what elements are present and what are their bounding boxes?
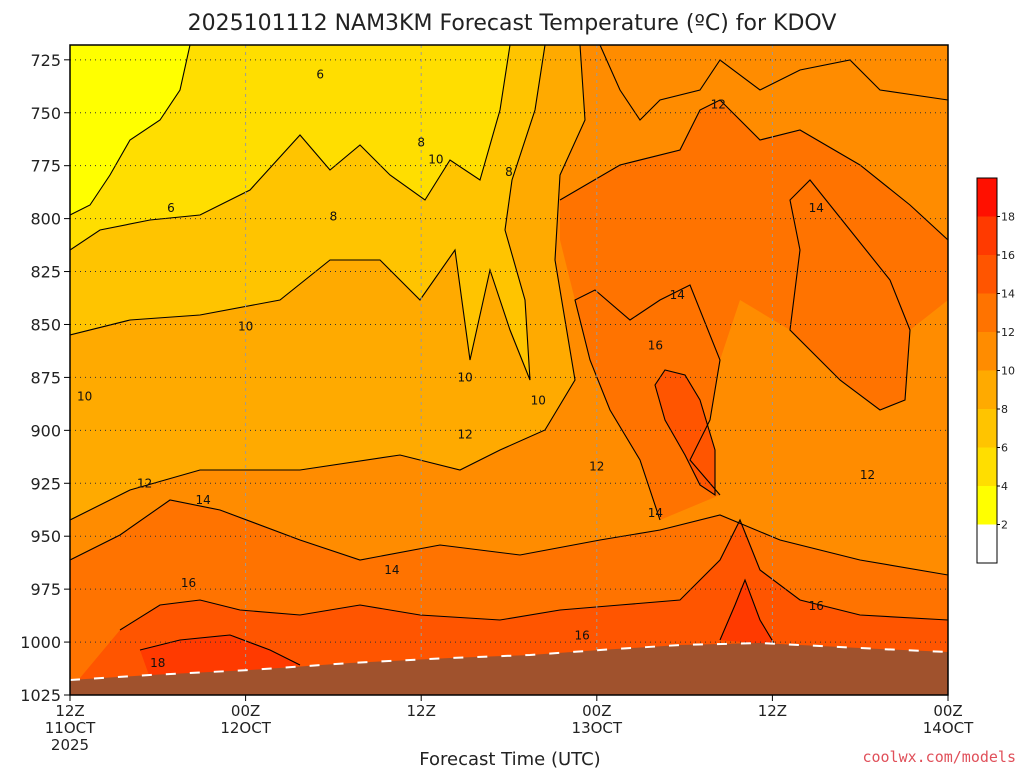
colorbar-swatch [977,216,997,255]
contour-label: 12 [137,476,152,490]
x-axis-label: Forecast Time (UTC) [419,749,600,768]
contour-label: 14 [648,506,663,520]
contour-line [574,284,721,521]
colorbar-label: 16 [1001,249,1015,262]
y-tick-label: 950 [30,527,61,546]
contour-label: 10 [238,320,253,334]
contour-line [654,369,716,497]
contour-label: 16 [648,339,663,353]
contour-label: 8 [417,135,425,149]
y-tick-label: 825 [30,263,61,282]
ground-surface [70,643,948,695]
contour-label: 16 [181,576,196,590]
colorbar-label: 10 [1001,365,1015,378]
colorbar-swatch [977,486,997,525]
contour-line [789,179,911,411]
band-18-plus-low [720,580,775,645]
colorbar-label: 14 [1001,288,1015,301]
contour-labels: 6688810101010101212121212141414141416161… [77,68,875,671]
contour-label: 12 [457,428,472,442]
contour-label: 6 [167,201,175,215]
contour-label: 14 [384,563,399,577]
x-tick-label: 12Z [407,702,436,720]
contour-label: 10 [457,370,472,384]
contour-line [70,45,546,381]
y-tick-label: 725 [30,51,61,70]
y-tick-label: 900 [30,421,61,440]
colorbar-swatch [977,178,997,217]
contour-line [119,518,948,631]
colorbar-swatch [977,293,997,332]
plot-frame [69,44,949,696]
band-4-6 [70,45,190,215]
x-tick-label: 13OCT [572,719,623,737]
y-tick-label: 800 [30,210,61,229]
band-18-plus [140,635,300,678]
contour-label: 18 [150,656,165,670]
y-tick-label: 925 [30,474,61,493]
credit-text: coolwx.com/models [862,748,1016,766]
contour-label: 10 [428,152,443,166]
colorbar-label: 18 [1001,211,1015,224]
x-tick-label: 00Z [582,702,611,720]
contour-label: 10 [77,389,92,403]
contour-label: 14 [670,288,685,302]
x-tick-label: 11OCT [45,719,96,737]
x-tick-label: 00Z [933,702,962,720]
y-tick-label: 850 [30,315,61,334]
contour-line [70,45,586,521]
y-tick-label: 775 [30,157,61,176]
colorbar-label: 6 [1001,442,1008,455]
contour-label: 12 [589,459,604,473]
x-tick-label: 12Z [758,702,787,720]
grid-lines [70,45,948,695]
colorbar-label: 4 [1001,480,1008,493]
contour-line [70,45,511,251]
contour-label: 10 [531,394,546,408]
colorbar-label: 12 [1001,326,1015,339]
x-tick-label: 12Z [55,702,84,720]
chart-title: 2025101112 NAM3KM Forecast Temperature (… [188,11,837,36]
colorbar-swatch [977,447,997,486]
x-tick-label: 12OCT [220,719,271,737]
contour-label: 12 [860,468,875,482]
contour-label: 16 [575,629,590,643]
colorbar: 2 4 6 8 10 12 14 16 18 [976,177,1015,564]
band-6-8 [70,45,510,250]
x-tick-label: 14OCT [923,719,974,737]
colorbar-swatch [977,370,997,409]
contour-line [70,45,191,216]
contour-lines [70,45,948,666]
band-14-16-right [560,100,948,520]
colorbar-swatch [977,332,997,371]
y-tick-label: 750 [30,104,61,123]
contour-label: 8 [330,209,338,223]
contour-label: 14 [809,201,824,215]
contour-line [139,634,301,666]
plot-area: 6688810101010101212121212141414141416161… [70,45,948,695]
x-tick-label: 00Z [231,702,260,720]
contour-label: 12 [711,97,726,111]
y-tick-label: 1000 [20,633,61,652]
colorbar-swatch [977,409,997,448]
y-tick-label: 1025 [20,686,61,705]
contour-label: 16 [809,599,824,613]
colorbar-label: 2 [1001,519,1008,532]
y-axis: 725 750 775 800 825 850 875 900 925 950 975 1000 102… [20,51,70,705]
colorbar-swatch [977,255,997,294]
y-tick-label: 975 [30,580,61,599]
contour-label: 6 [316,68,324,82]
colorbar-label: 8 [1001,403,1008,416]
colorbar-swatch [977,524,997,563]
y-tick-label: 875 [30,368,61,387]
contour-line [719,578,776,646]
contour-label: 14 [196,493,211,507]
contour-line [559,99,948,241]
contour-label: 8 [505,165,513,179]
x-tick-label: 2025 [51,736,89,754]
